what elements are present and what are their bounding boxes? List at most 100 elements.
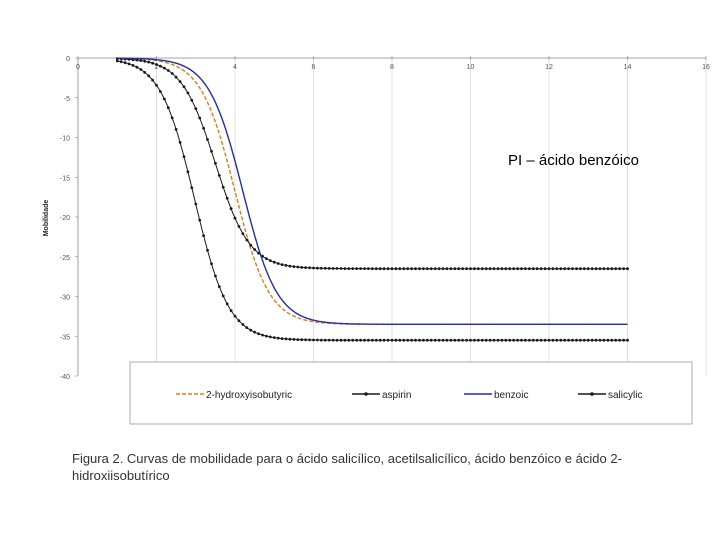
data-point-aspirin	[622, 267, 625, 271]
data-point-aspirin	[371, 267, 374, 271]
legend-marker-salicylic	[590, 392, 594, 396]
legend-box	[129, 361, 693, 425]
data-point-salicylic	[531, 338, 535, 342]
data-point-aspirin	[182, 85, 186, 89]
data-point-aspirin	[500, 267, 504, 271]
data-point-aspirin	[194, 107, 198, 110]
data-point-aspirin	[268, 259, 272, 262]
data-point-aspirin	[166, 69, 170, 72]
data-point-salicylic	[555, 338, 559, 342]
data-point-salicylic	[280, 337, 284, 340]
data-point-aspirin	[178, 80, 182, 83]
data-point-aspirin	[312, 266, 315, 270]
legend-label-salicylic: salicylic	[608, 390, 642, 401]
data-point-salicylic	[563, 338, 567, 342]
data-point-salicylic	[221, 294, 225, 298]
data-point-aspirin	[147, 60, 151, 64]
data-point-salicylic	[151, 78, 155, 82]
data-point-aspirin	[292, 265, 296, 268]
data-point-salicylic	[626, 338, 629, 342]
data-point-salicylic	[590, 338, 594, 342]
data-point-salicylic	[398, 338, 402, 342]
data-point-aspirin	[288, 264, 292, 268]
data-point-salicylic	[602, 338, 606, 342]
data-point-salicylic	[308, 338, 311, 342]
data-point-salicylic	[257, 332, 260, 336]
data-point-salicylic	[288, 337, 292, 341]
data-point-aspirin	[339, 267, 343, 270]
data-point-salicylic	[606, 338, 610, 342]
data-point-salicylic	[496, 338, 500, 342]
data-point-aspirin	[159, 64, 162, 68]
data-point-aspirin	[539, 267, 543, 271]
chart-series	[115, 57, 629, 342]
data-point-aspirin	[202, 126, 206, 130]
data-point-aspirin	[422, 267, 425, 271]
data-point-aspirin	[343, 267, 347, 270]
data-point-salicylic	[547, 338, 551, 342]
data-point-salicylic	[539, 338, 543, 342]
data-point-aspirin	[210, 149, 213, 153]
legend-label-aspirin: aspirin	[382, 390, 411, 401]
data-point-aspirin	[590, 267, 594, 271]
data-point-aspirin	[265, 257, 268, 260]
x-tick-label: 4	[233, 64, 237, 71]
data-point-aspirin	[528, 267, 531, 271]
data-point-salicylic	[594, 338, 598, 342]
data-point-aspirin	[567, 267, 570, 271]
data-point-aspirin	[304, 266, 307, 269]
data-point-aspirin	[602, 267, 606, 271]
data-point-salicylic	[147, 74, 151, 78]
data-point-aspirin	[582, 267, 586, 271]
data-point-salicylic	[343, 338, 347, 342]
data-point-salicylic	[480, 338, 484, 342]
data-point-aspirin	[496, 267, 500, 271]
data-point-aspirin	[335, 267, 339, 270]
data-point-salicylic	[253, 330, 256, 334]
data-point-aspirin	[425, 267, 429, 271]
data-point-aspirin	[508, 267, 512, 271]
data-point-aspirin	[300, 266, 304, 269]
y-tick-label: -15	[60, 175, 70, 182]
y-tick-label: -10	[60, 136, 70, 143]
data-point-salicylic	[363, 338, 366, 342]
data-point-salicylic	[484, 338, 488, 342]
data-point-salicylic	[508, 338, 512, 342]
data-point-salicylic	[461, 338, 464, 342]
data-point-salicylic	[217, 285, 221, 288]
data-point-aspirin	[626, 267, 629, 271]
data-point-salicylic	[367, 338, 370, 342]
data-point-salicylic	[524, 338, 527, 342]
data-point-salicylic	[500, 338, 504, 342]
data-point-salicylic	[119, 60, 123, 64]
data-point-salicylic	[241, 323, 245, 326]
data-point-salicylic	[319, 338, 323, 342]
data-point-aspirin	[155, 63, 158, 66]
data-point-aspirin	[249, 243, 253, 247]
data-point-aspirin	[276, 262, 280, 265]
x-tick-label: 16	[702, 64, 710, 71]
data-point-aspirin	[374, 267, 378, 271]
data-point-salicylic	[245, 326, 249, 329]
data-point-aspirin	[327, 267, 331, 270]
data-point-aspirin	[418, 267, 421, 271]
data-point-salicylic	[551, 338, 555, 342]
data-point-aspirin	[229, 207, 233, 211]
x-tick-label: 6	[312, 64, 316, 71]
data-point-aspirin	[504, 267, 508, 271]
data-point-salicylic	[402, 338, 406, 342]
data-point-aspirin	[351, 267, 355, 270]
data-point-salicylic	[327, 338, 331, 342]
data-point-salicylic	[610, 338, 614, 342]
chart-ticks: 0 2 4 6 8 10 12 14 16 0 -5 -10 -15 -20 -25 -30 -35 -40	[60, 56, 710, 381]
data-point-salicylic	[214, 274, 217, 278]
data-point-aspirin	[484, 267, 488, 271]
data-point-aspirin	[206, 138, 209, 141]
data-point-salicylic	[249, 328, 253, 332]
y-tick-label: -40	[60, 374, 70, 381]
data-point-salicylic	[410, 338, 413, 342]
data-point-aspirin	[547, 267, 551, 271]
data-point-aspirin	[461, 267, 464, 271]
data-point-salicylic	[123, 61, 127, 65]
legend-label-2-hydroxyisobutyric: 2-hydroxyisobutyric	[206, 390, 292, 401]
